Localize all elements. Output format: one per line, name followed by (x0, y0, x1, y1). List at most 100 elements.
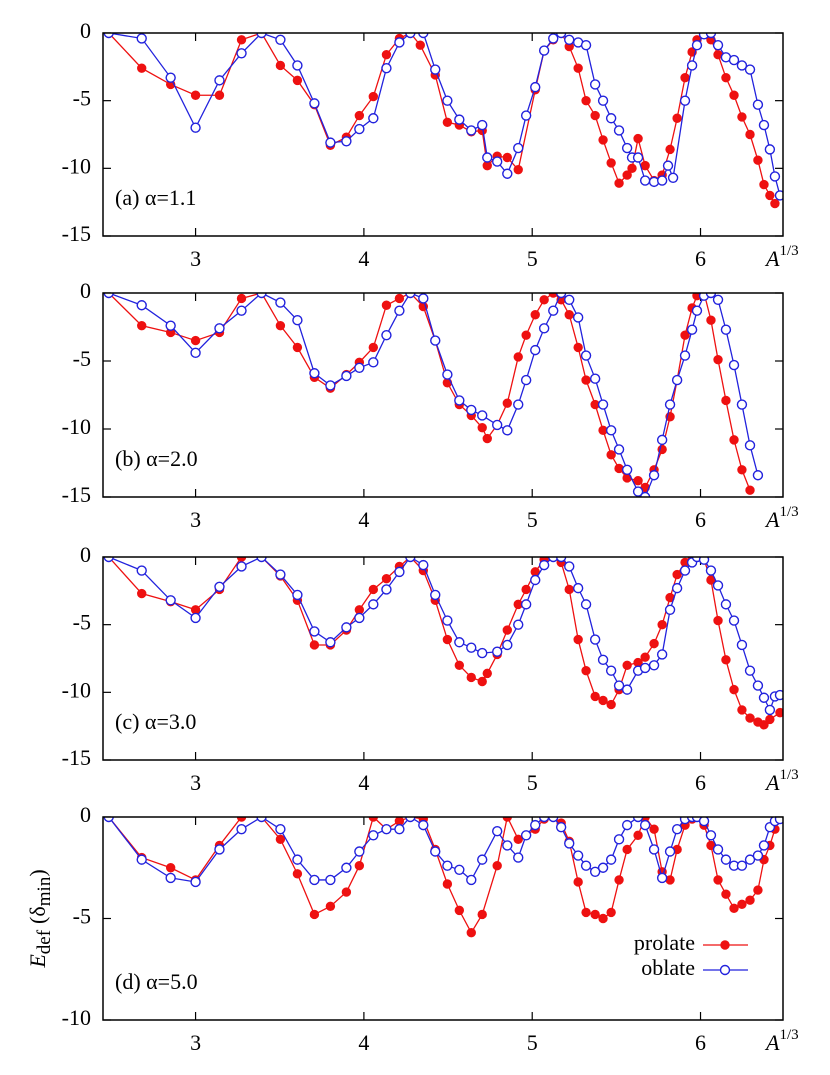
series-line (108, 293, 759, 497)
point (520, 374, 532, 386)
point (513, 852, 524, 863)
point (548, 293, 558, 298)
point (292, 342, 303, 353)
point (165, 595, 176, 606)
point (581, 907, 591, 918)
point (309, 98, 320, 109)
point (679, 95, 691, 106)
point (256, 557, 267, 563)
plot-area (103, 557, 783, 730)
point (492, 861, 502, 871)
point (664, 399, 676, 410)
point (256, 817, 267, 823)
panel: -15 -10 -5 0 3 4 5 6 A1/3 (a) α=1.1 (62, 18, 799, 271)
point (597, 95, 609, 106)
point (292, 589, 303, 601)
point (639, 491, 651, 497)
plot-area (103, 33, 783, 209)
point (454, 905, 465, 916)
point (555, 821, 567, 833)
point (309, 626, 320, 637)
point (712, 844, 724, 855)
point (430, 64, 441, 75)
point (632, 152, 644, 163)
point (572, 312, 584, 323)
point (165, 72, 176, 83)
point (744, 854, 756, 865)
point (769, 171, 781, 182)
x-tick-label: 4 (358, 770, 369, 795)
point (214, 581, 225, 592)
x-axis-label-sup: 1/3 (779, 1027, 798, 1043)
point (667, 172, 679, 184)
x-axis-label: A1/3 (764, 767, 799, 795)
point (530, 81, 541, 93)
point (292, 60, 303, 71)
point (589, 79, 601, 90)
point (759, 179, 769, 190)
point (405, 817, 416, 823)
point (589, 373, 601, 384)
point (621, 142, 633, 154)
point (430, 846, 441, 857)
point (491, 646, 503, 657)
point (405, 293, 416, 299)
point (275, 569, 286, 580)
point (309, 368, 320, 379)
point (275, 823, 286, 835)
point (190, 335, 201, 346)
point (713, 615, 723, 626)
point (341, 136, 352, 147)
point (502, 152, 512, 163)
point (597, 399, 609, 410)
point (605, 425, 617, 436)
point (621, 464, 633, 475)
point (671, 374, 683, 386)
point (454, 114, 465, 125)
point (442, 860, 453, 871)
x-axis-label-sup: 1/3 (779, 243, 798, 259)
point (590, 110, 600, 121)
plot-area (103, 293, 764, 497)
legend-marker (719, 964, 731, 976)
point (502, 625, 512, 635)
point (502, 817, 512, 822)
point (530, 310, 540, 320)
point (633, 475, 643, 486)
point (275, 320, 286, 331)
point (581, 95, 591, 106)
point (606, 450, 616, 460)
point (454, 660, 465, 670)
series-line (108, 293, 751, 491)
point (354, 110, 365, 121)
point (539, 295, 549, 305)
point (705, 33, 717, 39)
point (513, 352, 523, 362)
point (648, 470, 660, 481)
point (598, 913, 608, 924)
point (477, 410, 488, 421)
point (721, 655, 731, 665)
point (442, 369, 453, 380)
point (418, 559, 429, 571)
point (744, 665, 756, 676)
point (236, 817, 247, 822)
point (381, 300, 392, 310)
point (137, 588, 147, 599)
point (758, 840, 770, 851)
point (680, 72, 690, 83)
y-axis-label: Edef (δmin) (25, 869, 55, 968)
point (381, 823, 392, 835)
point (765, 190, 775, 201)
point (672, 569, 682, 580)
point (581, 665, 591, 676)
point (454, 395, 465, 406)
point (275, 297, 286, 308)
point (621, 684, 633, 695)
point (236, 35, 247, 45)
plot-frame (102, 816, 784, 1021)
x-tick-label: 3 (190, 246, 201, 271)
point (605, 665, 617, 676)
point (580, 860, 592, 871)
